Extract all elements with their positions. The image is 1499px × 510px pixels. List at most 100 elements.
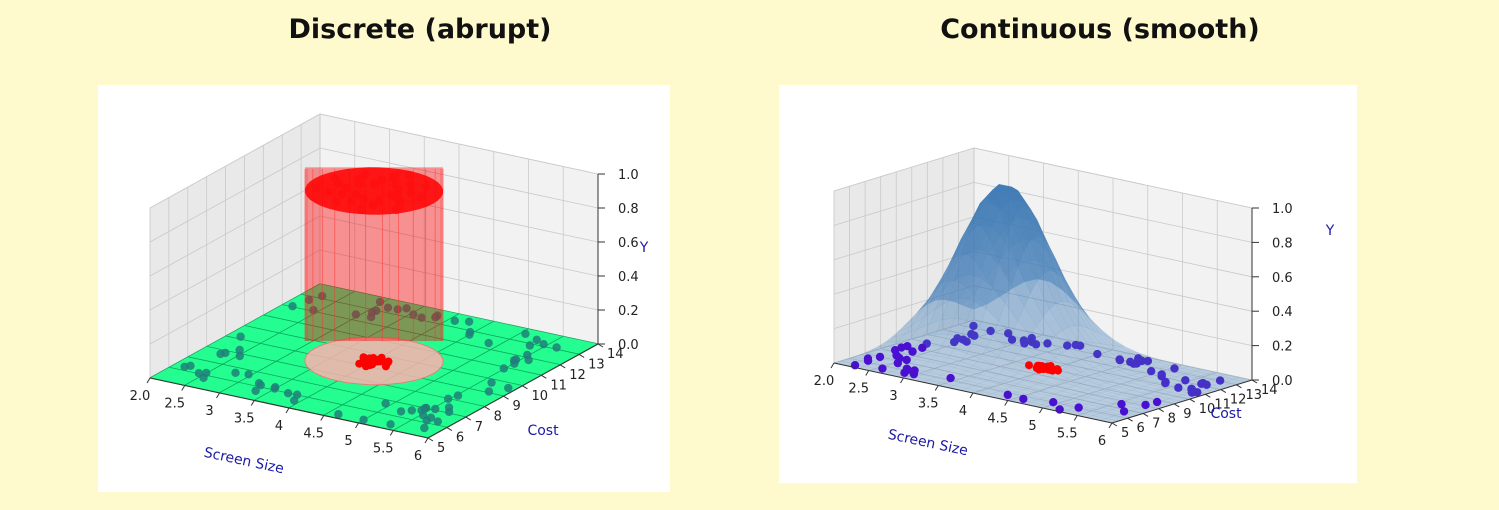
x-tick: [865, 370, 870, 376]
grid-line: [1077, 372, 1218, 416]
surface-patch: [1093, 323, 1114, 340]
x-tick-label: 2.0: [814, 374, 835, 389]
surface-patch: [1061, 348, 1082, 363]
surface-patch: [1004, 386, 1025, 393]
y-tick-label: 6: [1137, 421, 1145, 436]
data-point: [1007, 335, 1017, 344]
data-point: [334, 178, 344, 188]
surface-patch: [1004, 362, 1025, 374]
data-point: [180, 362, 189, 371]
data-point: [406, 188, 416, 198]
data-point: [524, 355, 533, 365]
z-tick-label: 0.2: [1272, 340, 1293, 355]
x-axis-label: Screen Size: [886, 427, 969, 460]
surface-patch: [1117, 391, 1139, 398]
data-point: [1181, 376, 1190, 385]
surface-patch: [1068, 301, 1088, 329]
data-point: [288, 302, 297, 311]
y-tick-label: 7: [475, 420, 483, 435]
surface-patch: [1004, 333, 1025, 356]
y-tick: [1173, 403, 1180, 408]
surface-patch: [941, 280, 962, 301]
surface-patch: [973, 276, 993, 310]
surface-patch: [1156, 366, 1177, 373]
surface-patch: [1162, 371, 1184, 378]
surface-patch: [1093, 330, 1114, 346]
data-point: [311, 183, 321, 193]
data-point: [407, 406, 416, 415]
data-point: [433, 417, 443, 426]
grid-line: [973, 182, 1253, 243]
data-point: [1126, 357, 1135, 367]
surface-patch: [1111, 393, 1133, 400]
surface-patch: [966, 365, 987, 375]
y-tick: [503, 395, 509, 400]
surface-patch: [1169, 363, 1190, 369]
grid-line: [973, 147, 1253, 209]
y-tick: [1127, 417, 1133, 422]
data-point: [1170, 364, 1179, 373]
surface-patch: [947, 367, 968, 376]
surface-patch: [916, 308, 936, 331]
y-tick-label: 7: [1152, 416, 1160, 431]
surface-patch: [1213, 376, 1234, 382]
floor-mesh-line: [319, 283, 599, 345]
data-point: [421, 181, 431, 191]
y-tick: [578, 354, 585, 358]
data-point: [368, 200, 378, 210]
z-tick-label: 0.8: [618, 202, 639, 217]
surface-patch: [1080, 342, 1101, 356]
surface-patch: [1023, 292, 1044, 327]
surface-patch: [1048, 384, 1069, 392]
data-point: [402, 304, 411, 313]
data-point: [499, 364, 509, 373]
surface-patch: [1105, 388, 1126, 395]
surface-patch: [979, 308, 999, 337]
surface-patch: [1099, 354, 1120, 364]
surface-patch: [1087, 342, 1107, 356]
grid-line: [927, 333, 1206, 395]
surface-patch: [935, 317, 955, 335]
surface-patch: [998, 302, 1018, 335]
surface-patch: [960, 353, 980, 367]
z-tick-label: 0.8: [1272, 236, 1293, 251]
surface-patch: [1081, 306, 1101, 329]
data-point: [903, 365, 913, 375]
data-point: [1020, 339, 1029, 348]
surface-patch: [947, 274, 968, 302]
surface-patch: [915, 374, 936, 381]
x-tick: [1073, 415, 1078, 421]
surface-patch: [1067, 394, 1088, 400]
x-tick-label: 4: [959, 404, 967, 419]
x-tick: [424, 437, 429, 444]
surface-patch: [1036, 316, 1056, 342]
data-point: [1027, 333, 1036, 343]
surface-patch: [1055, 273, 1076, 303]
grid-line: [973, 319, 1253, 381]
surface-patch: [960, 293, 981, 308]
data-point: [271, 383, 280, 392]
y-tick-label: 13: [1245, 388, 1262, 403]
surface-patch: [1149, 368, 1171, 375]
surface-patch: [1074, 296, 1095, 324]
surface-patch: [1157, 360, 1177, 366]
surface-patch: [953, 374, 974, 382]
grid-line: [833, 182, 975, 226]
surface-patch: [985, 336, 1006, 357]
y-axis-label: Cost: [527, 423, 559, 439]
surface-patch: [1061, 388, 1082, 395]
x-axis-label: Screen Size: [202, 445, 285, 478]
surface-patch: [1073, 382, 1095, 391]
y-tick-label: 6: [456, 431, 464, 446]
surface-patch: [1136, 392, 1158, 399]
data-point: [202, 368, 211, 378]
data-point: [863, 354, 873, 363]
grid-line: [319, 147, 599, 209]
y-tick-label: 11: [1214, 397, 1231, 412]
surface-patch: [1042, 308, 1063, 336]
surface-patch: [1105, 380, 1126, 388]
surface-patch: [1086, 387, 1107, 394]
surface-patch: [1143, 363, 1165, 370]
surface-patch: [928, 334, 949, 347]
surface-patch: [903, 307, 924, 326]
